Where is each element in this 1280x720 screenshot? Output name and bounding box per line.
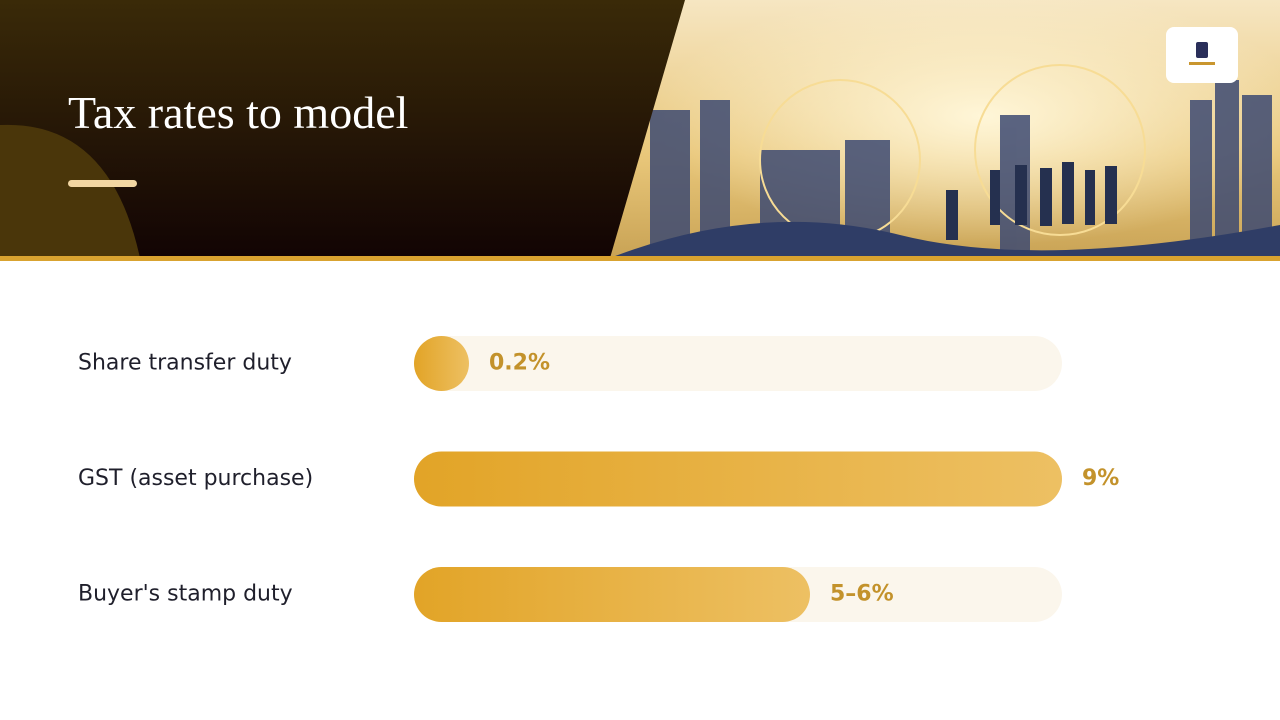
header-panel [0, 0, 685, 258]
circle-deco [974, 64, 1146, 236]
title-underline [68, 180, 137, 187]
category-label: Share transfer duty [78, 351, 292, 376]
people [946, 162, 1117, 240]
value-label: 0.2% [489, 351, 550, 376]
bar [414, 567, 810, 622]
category-label: Buyer's stamp duty [78, 582, 293, 607]
bar [414, 336, 469, 391]
header-rule [0, 256, 1280, 261]
category-label: GST (asset purchase) [78, 466, 313, 491]
logo-mark [1189, 62, 1215, 65]
header-arc [0, 124, 140, 259]
bar-track [414, 336, 1062, 391]
header: Tax rates to model [0, 0, 1280, 261]
bar-chart: Share transfer duty 0.2% GST (asset purcha… [78, 336, 1119, 622]
hills [610, 221, 1280, 258]
bar [414, 451, 1062, 507]
logo-icon [1196, 42, 1208, 58]
slide-title: Tax rates to model [68, 87, 408, 138]
value-label: 9% [1082, 466, 1119, 491]
value-label: 5–6% [830, 582, 894, 607]
